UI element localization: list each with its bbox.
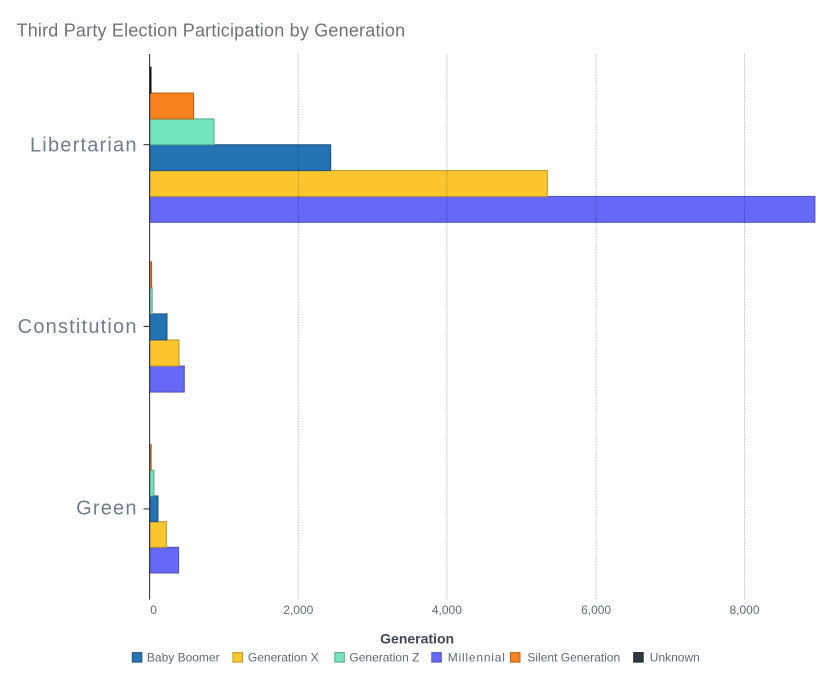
svg-text:Millennial: Millennial: [448, 651, 506, 665]
svg-text:8,000: 8,000: [729, 603, 759, 617]
svg-text:2,000: 2,000: [283, 603, 313, 617]
svg-text:6,000: 6,000: [581, 603, 611, 617]
svg-text:Silent Generation: Silent Generation: [527, 651, 620, 665]
svg-text:Third Party Election Participa: Third Party Election Participation by Ge…: [17, 21, 406, 41]
svg-text:Generation Z: Generation Z: [349, 651, 419, 665]
svg-text:Green: Green: [76, 497, 138, 519]
svg-text:Generation X: Generation X: [248, 651, 319, 665]
svg-text:Unknown: Unknown: [650, 651, 700, 665]
svg-text:Libertarian: Libertarian: [30, 134, 138, 156]
svg-text:4,000: 4,000: [432, 603, 462, 617]
svg-text:Constitution: Constitution: [18, 316, 138, 338]
svg-text:Generation: Generation: [380, 631, 454, 647]
svg-text:0: 0: [150, 603, 157, 617]
svg-text:Baby Boomer: Baby Boomer: [147, 651, 220, 665]
